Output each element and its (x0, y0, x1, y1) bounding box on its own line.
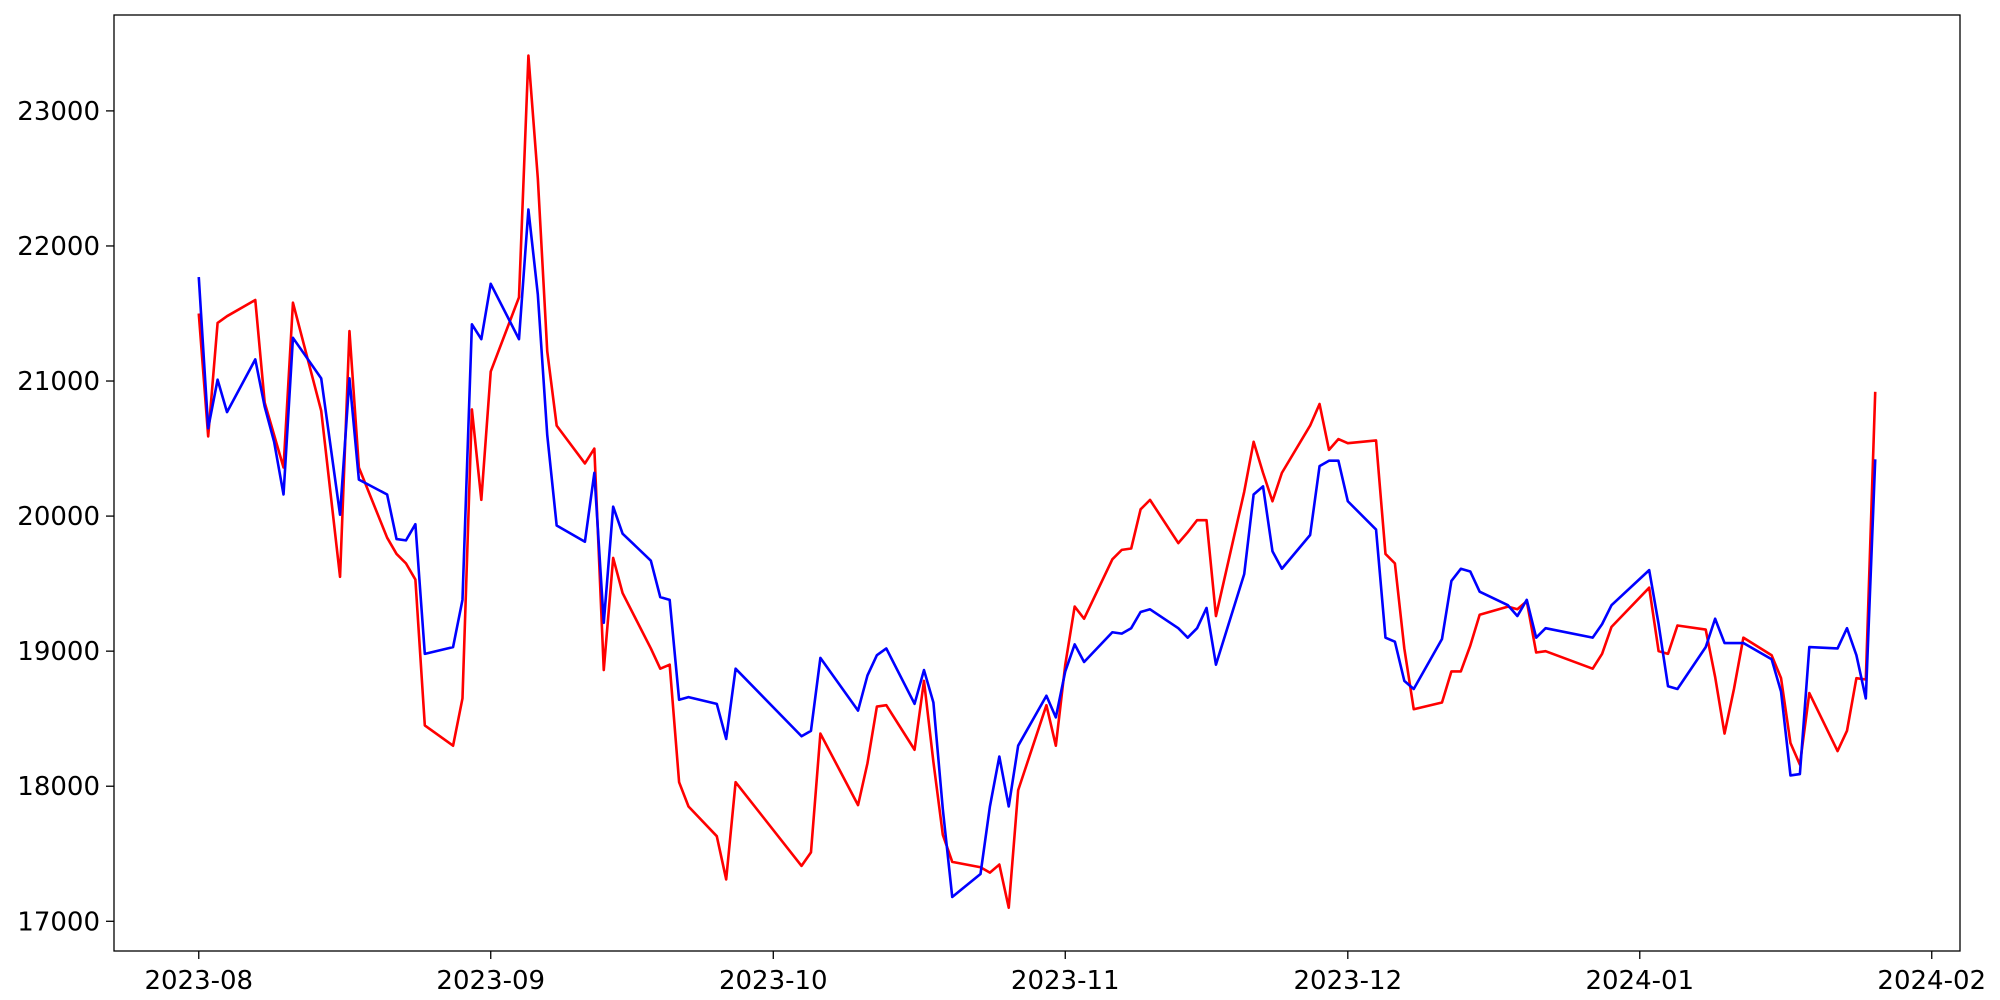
x-tick-label: 2024-02 (1877, 966, 1986, 996)
data-line (197, 208, 1877, 899)
y-tick-label: 20000 (17, 502, 100, 532)
data-line (197, 54, 1877, 910)
y-tick-label: 21000 (17, 367, 100, 397)
x-tick-label: 2023-11 (1011, 966, 1120, 996)
x-tick-label: 2024-01 (1585, 966, 1694, 996)
y-tick-label: 17000 (17, 907, 100, 937)
y-tick-label: 18000 (17, 772, 100, 802)
y-tick-label: 22000 (17, 232, 100, 262)
y-tick-label: 23000 (17, 97, 100, 127)
x-tick-label: 2023-09 (436, 966, 545, 996)
x-tick-label: 2023-10 (719, 966, 828, 996)
x-tick-label: 2023-12 (1293, 966, 1402, 996)
plot-frame (113, 14, 1961, 952)
y-tick-label: 19000 (17, 637, 100, 667)
x-tick-label: 2023-08 (144, 966, 253, 996)
